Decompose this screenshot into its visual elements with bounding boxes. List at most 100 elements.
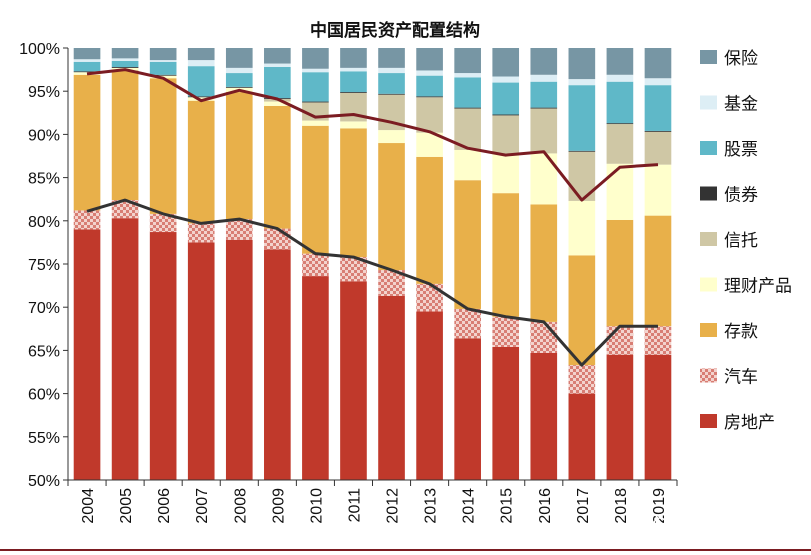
bar-segment — [225, 92, 253, 220]
bar-segment — [644, 78, 672, 86]
bar-segment — [111, 58, 139, 61]
bar-segment — [264, 105, 291, 229]
bar-segment — [302, 276, 329, 480]
legend-swatch — [700, 232, 717, 246]
bar-segment — [568, 79, 596, 86]
bar-segment — [378, 93, 405, 95]
bar-segment — [378, 73, 405, 94]
y-tick-label: 60% — [28, 387, 60, 404]
x-axis: 2004 2005 2006 2007 2008 2009 2010 2011 2012 2013… — [80, 488, 668, 524]
bar-segment — [568, 393, 596, 480]
bar-segment — [149, 78, 177, 214]
bar-segment — [606, 219, 634, 327]
bar-segment — [340, 67, 367, 72]
bar-segment — [378, 67, 405, 74]
x-tick-label: 2013 — [423, 488, 440, 524]
legend-label: 理财产品 — [724, 277, 792, 297]
y-tick-label: 90% — [28, 127, 60, 144]
bar-segment — [606, 123, 634, 125]
bar-segment — [606, 48, 634, 75]
bar-segment — [416, 96, 443, 98]
bar-segment — [568, 255, 596, 366]
bar-segment — [340, 71, 367, 93]
x-tick-label: 2004 — [80, 488, 97, 524]
bar-segment — [568, 200, 596, 256]
bar-segment — [606, 124, 634, 164]
y-tick-label: 50% — [28, 473, 60, 490]
bar-segment — [530, 108, 558, 154]
bar-segment — [492, 193, 520, 317]
bar-segment — [264, 249, 291, 480]
bar-segment — [187, 100, 215, 224]
y-tick-label: 85% — [28, 171, 60, 188]
bar-segment — [302, 125, 329, 254]
x-tick-label: 2018 — [613, 488, 630, 524]
legend-label: 保险 — [724, 49, 758, 69]
bar-segment — [73, 61, 101, 72]
axes — [67, 48, 678, 486]
bar-segment — [73, 210, 101, 230]
bar-segment — [149, 61, 177, 75]
bar-segment — [73, 48, 101, 60]
bar-segment — [568, 150, 596, 152]
bar-segment — [225, 73, 253, 87]
bar-segment — [568, 48, 596, 80]
watermark: 财主家的余粮 — [641, 512, 764, 531]
bar-segment — [492, 82, 520, 115]
legend-swatch — [700, 277, 717, 292]
bar-segment — [187, 96, 215, 98]
bar-segment — [454, 338, 481, 480]
x-tick-label: 2010 — [308, 488, 325, 524]
bar-segment — [187, 223, 215, 243]
bar-segment — [225, 86, 253, 88]
bar-segment — [416, 75, 443, 97]
bar-segment — [149, 60, 177, 62]
x-tick-label: 2012 — [385, 488, 402, 524]
bar-segment — [149, 232, 177, 480]
bar-segment — [302, 68, 329, 73]
bar-segment — [492, 316, 520, 347]
trend-line — [86, 198, 658, 367]
bar-segment — [530, 321, 558, 353]
bar-segment — [606, 81, 634, 124]
bar-segment — [225, 239, 253, 480]
legend-label: 信托 — [724, 231, 758, 251]
y-tick-label: 70% — [28, 300, 60, 317]
legend-label: 房地产 — [724, 413, 775, 433]
bar-segment — [530, 74, 558, 82]
bar-segment — [492, 346, 520, 480]
bar-segment — [187, 242, 215, 480]
bar-segment — [416, 156, 443, 284]
bar-segment — [378, 48, 405, 68]
x-tick-label: 2005 — [118, 488, 135, 524]
bar-segment — [454, 48, 481, 74]
bar-segment — [530, 153, 558, 205]
bar-segment — [264, 101, 291, 106]
bar-segment — [416, 283, 443, 312]
bar-segment — [644, 326, 672, 355]
bar-segment — [606, 163, 634, 220]
bar-segment — [264, 228, 291, 250]
bar-segment — [492, 48, 520, 77]
legend-label: 基金 — [724, 95, 758, 115]
bar-segment — [225, 219, 253, 240]
bar-segment — [302, 120, 329, 126]
bar-segment — [644, 215, 672, 327]
legend-swatch — [700, 141, 717, 155]
y-tick-label: 65% — [28, 343, 60, 360]
legend-swatch — [700, 95, 717, 110]
bar-segment — [644, 48, 672, 79]
bar-segment — [606, 326, 634, 355]
bar-segment — [264, 48, 291, 64]
bar-segment — [340, 121, 367, 129]
bar-segment — [187, 60, 215, 67]
bar-segment — [111, 48, 139, 59]
legend-swatch — [700, 186, 717, 201]
bar-stack-area — [73, 48, 672, 480]
bar-segment — [530, 352, 558, 480]
bar-segment — [187, 66, 215, 97]
bar-segment — [340, 281, 367, 480]
bar-segment — [454, 308, 481, 339]
bar-segment — [530, 204, 558, 322]
